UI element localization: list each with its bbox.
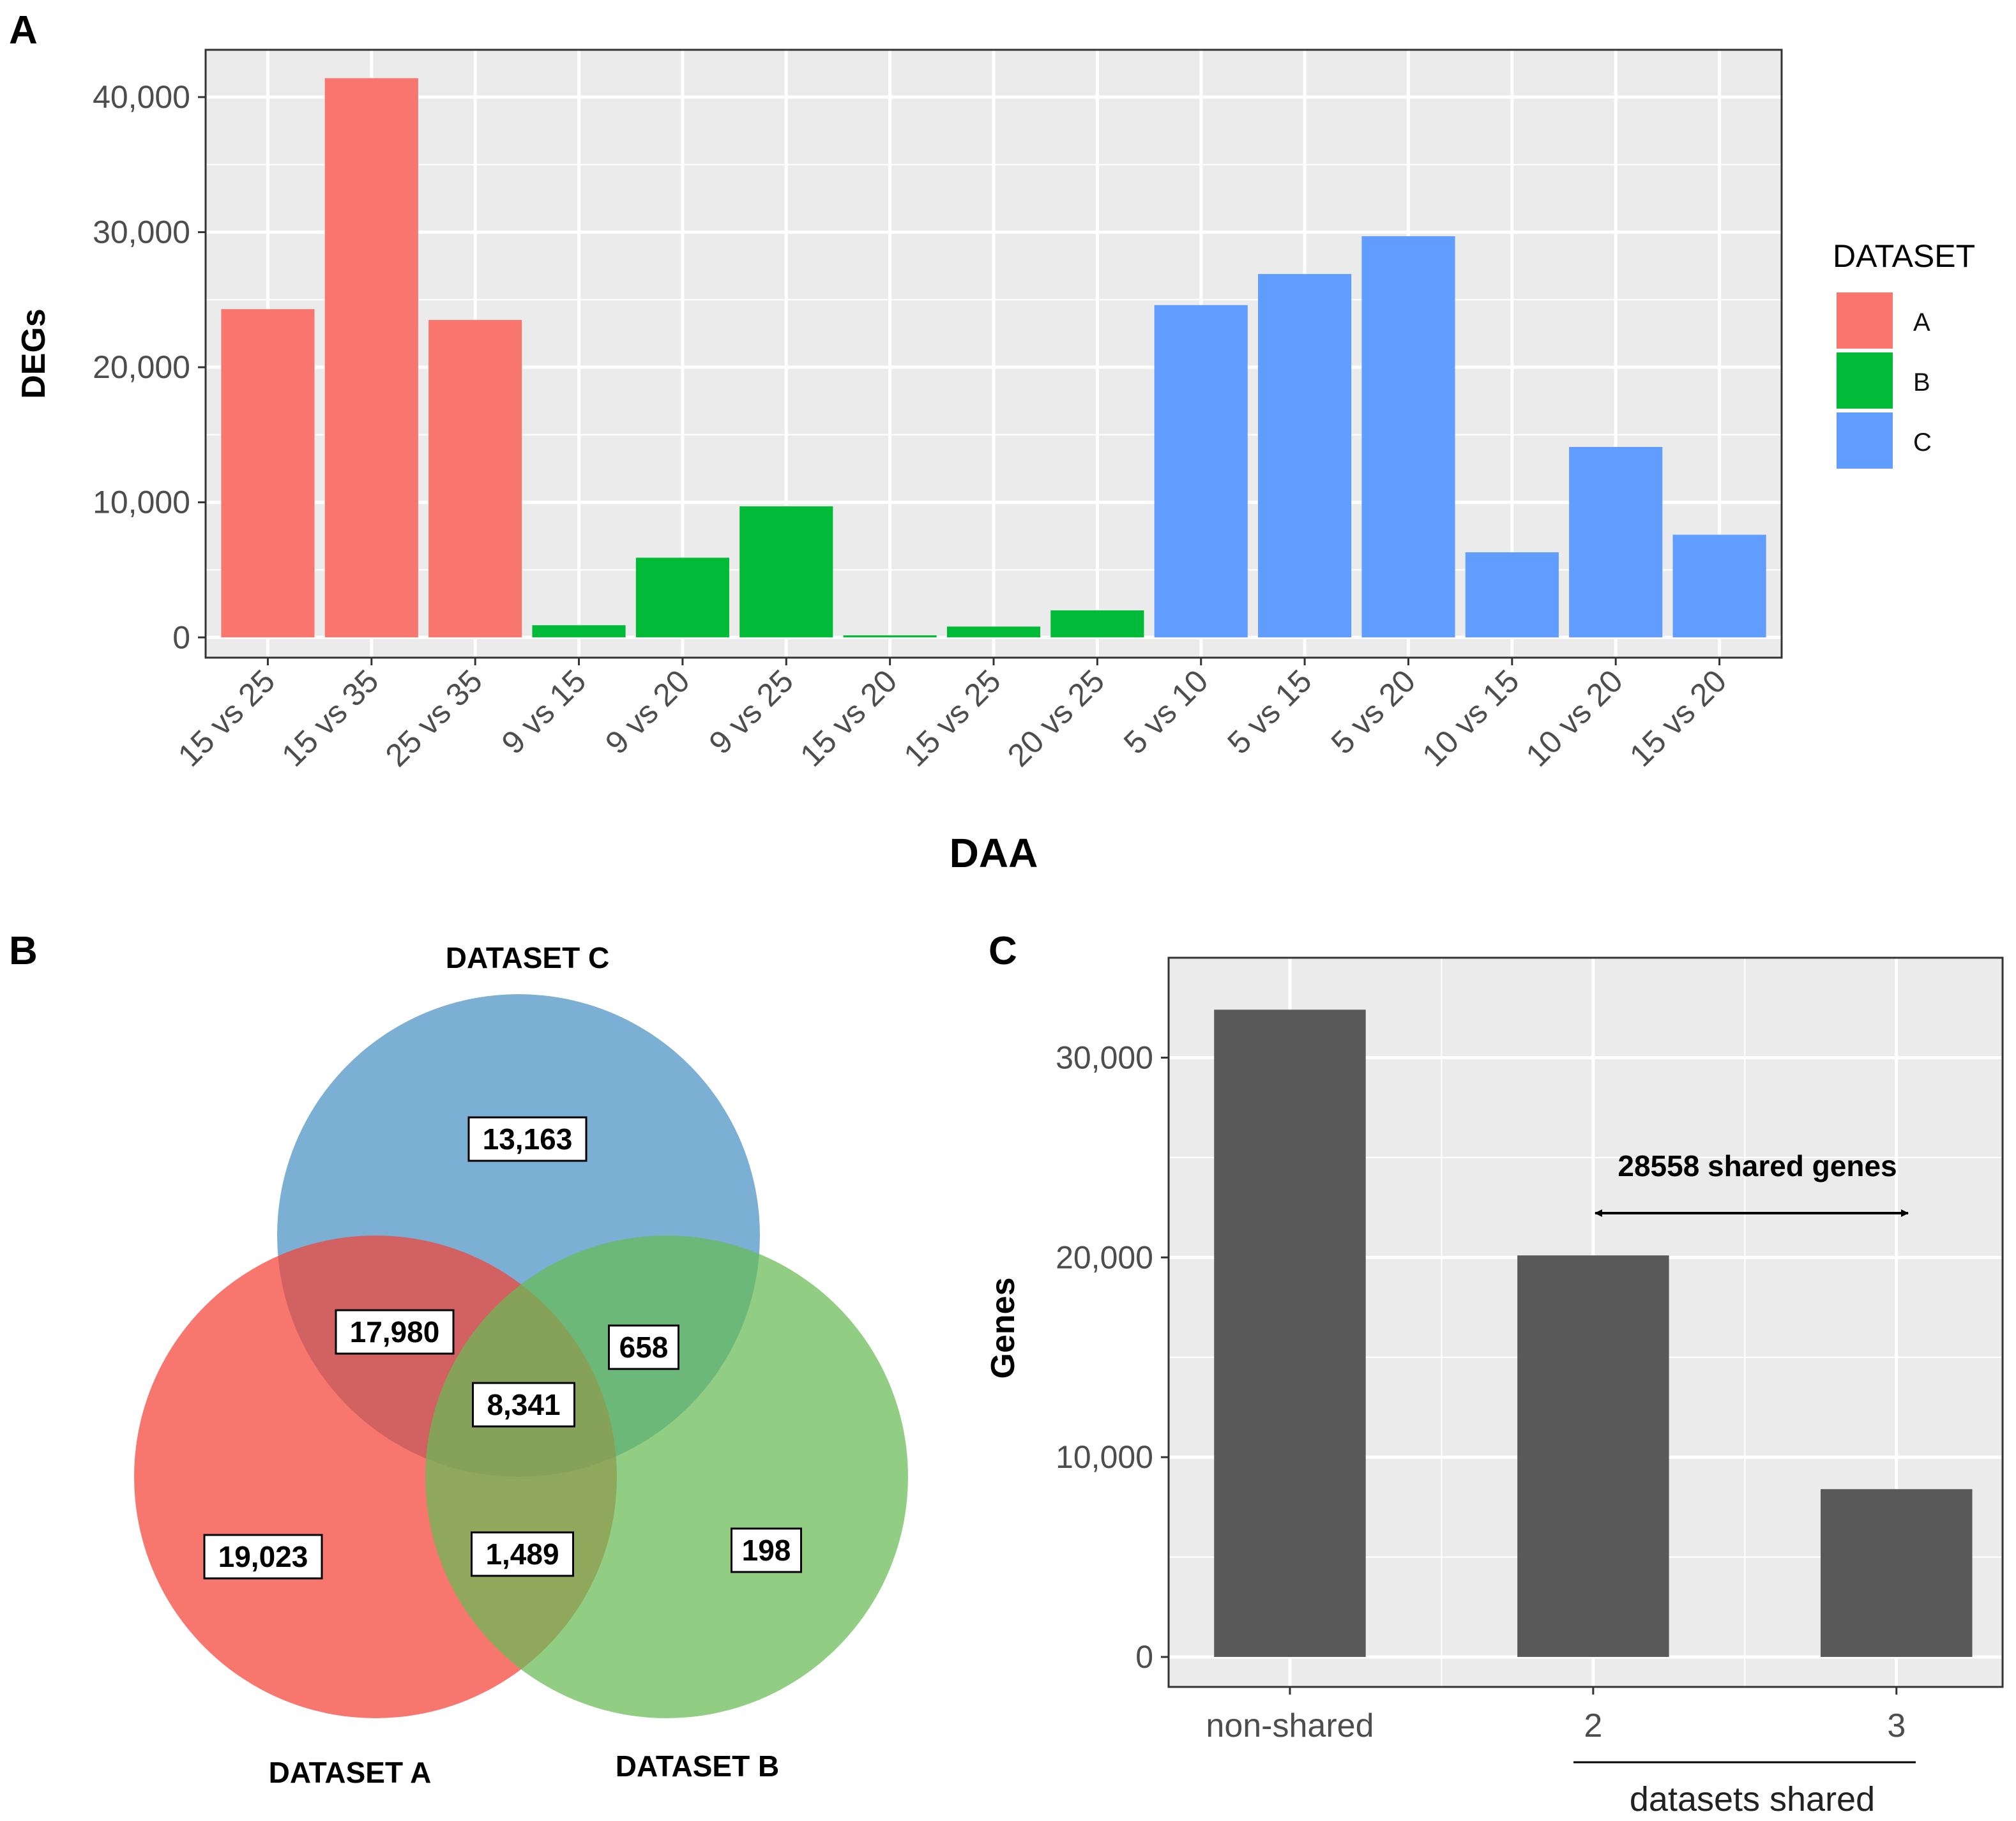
x-tick-label: 25 vs 35 [379,663,489,773]
bar-A-15-vs-25 [221,309,315,638]
y-tick-label: 0 [172,619,190,655]
legend-swatch-C [1837,412,1893,469]
panel-a-bars [221,78,1766,638]
panel-c-y-axis: 0 10,000 20,000 30,000 [1056,1039,1169,1675]
panel-b: B DATASET C DATASET A DATASET B 13,163 17… [9,929,908,1789]
bar-B-9-vs-20 [635,557,729,638]
venn-region-value: 8,341 [487,1388,560,1421]
venn-region-C: 13,163 [467,1116,587,1162]
x-tick-label: 9 vs 25 [702,663,800,761]
panel-a-y-axis-title: DEGs [15,308,52,399]
legend-swatch-A [1837,292,1893,349]
bar-C-5-vs-15 [1258,274,1352,638]
panel-a-y-axis: 0 10,000 20,000 30,000 40,000 [93,79,206,655]
legend-label-C: C [1913,428,1932,457]
bar-A-25-vs-35 [428,320,522,638]
x-tick-label: 20 vs 25 [1001,663,1111,773]
bar-B-15-vs-20 [843,635,937,638]
x-tick-label: 5 vs 10 [1117,663,1215,761]
y-tick-label: 30,000 [1056,1039,1153,1075]
x-tick-label: 2 [1584,1707,1602,1744]
panel-c-plot-border [1167,956,2004,1688]
x-tick-label: 3 [1887,1707,1906,1744]
venn-region-A-B-C: 8,341 [472,1382,575,1428]
x-tick-label: non-shared [1206,1707,1374,1744]
bar-C-10-vs-20 [1569,446,1663,638]
panel-c-x-axis: non-shared 2 3 [1206,1687,1906,1744]
x-tick-label: 15 vs 20 [793,663,904,773]
y-tick-label: 30,000 [93,215,190,250]
venn-set-label-b: DATASET B [616,1749,779,1783]
y-tick-label: 0 [1135,1639,1153,1675]
venn-region-value: 658 [619,1331,669,1364]
bar-2 [1517,1255,1669,1658]
venn-set-label-a: DATASET A [269,1756,432,1789]
bar-non-shared [1214,1009,1366,1658]
x-tick-label: 15 vs 35 [275,663,385,773]
x-tick-label: 9 vs 15 [495,663,593,761]
bar-B-20-vs-25 [1050,610,1144,638]
y-tick-label: 20,000 [93,349,190,385]
venn-region-B-C: 658 [608,1324,679,1370]
venn-region-value: 1,489 [485,1538,559,1571]
shared-genes-annotation: 28558 shared genes [1618,1149,1897,1183]
panel-a-x-axis-title: DAA [950,830,1038,876]
venn-region-label-box [731,1527,802,1573]
x-tick-label: 10 vs 20 [1519,663,1630,773]
venn-region-label-box [472,1382,575,1428]
venn-region-label-box [608,1324,679,1370]
y-tick-label: 10,000 [1056,1439,1153,1475]
venn-region-label-box [467,1116,587,1162]
bar-3 [1821,1489,1973,1658]
x-tick-label: 5 vs 20 [1324,663,1423,761]
venn-circle-dataset-b [425,1235,908,1718]
panel-c-y-axis-title: Genes [985,1278,1022,1379]
panel-c-bars [1214,1009,1973,1658]
venn-region-A-C: 17,980 [335,1309,455,1355]
x-tick-label: 9 vs 20 [598,663,697,761]
x-tick-label: 15 vs 25 [171,663,282,773]
venn-region-value: 17,980 [350,1315,440,1349]
y-tick-label: 20,000 [1056,1239,1153,1275]
panel-c-x-axis-title: datasets shared [1630,1780,1875,1818]
bar-C-5-vs-10 [1154,305,1248,638]
panel-c: C 0 10,000 20,000 30,000 non-shared 2 3 Genes… [985,929,2004,1818]
venn-region-B: 198 [731,1527,802,1573]
legend-label-A: A [1913,308,1930,336]
panel-b-letter: B [9,929,38,973]
panel-c-letter: C [989,929,1017,973]
venn-region-value: 13,163 [483,1122,573,1156]
bar-B-15-vs-25 [946,626,1041,638]
x-tick-label: 5 vs 15 [1220,663,1319,761]
venn-region-label-box [335,1309,455,1355]
venn-region-value: 19,023 [218,1540,308,1573]
panel-a-letter: A [9,8,38,52]
legend-label-B: B [1913,368,1930,397]
panel-a-legend: DATASET A B C [1833,238,1975,469]
venn-region-value: 198 [742,1534,791,1567]
y-tick-label: 10,000 [93,485,190,520]
venn-region-A: 19,023 [203,1534,323,1580]
venn-set-label-c: DATASET C [446,941,609,974]
venn-region-label-box [471,1531,574,1577]
venn-region-A-B: 1,489 [471,1531,574,1577]
bar-C-5-vs-20 [1361,236,1455,638]
venn-region-labels: 13,163 17,980 658 8,341 19,023 1,489 198 [203,1116,802,1580]
bar-C-15-vs-20 [1672,534,1766,638]
bar-B-9-vs-15 [532,625,626,638]
bar-C-10-vs-15 [1465,552,1559,638]
bar-A-15-vs-35 [324,78,418,638]
bar-B-9-vs-25 [739,506,833,638]
x-tick-label: 15 vs 20 [1623,663,1733,773]
legend-title: DATASET [1833,238,1975,274]
x-tick-label: 10 vs 15 [1415,663,1526,773]
legend-swatch-B [1837,352,1893,409]
venn-region-label-box [203,1534,323,1580]
x-tick-label: 15 vs 25 [897,663,1008,773]
y-tick-label: 40,000 [93,79,190,115]
